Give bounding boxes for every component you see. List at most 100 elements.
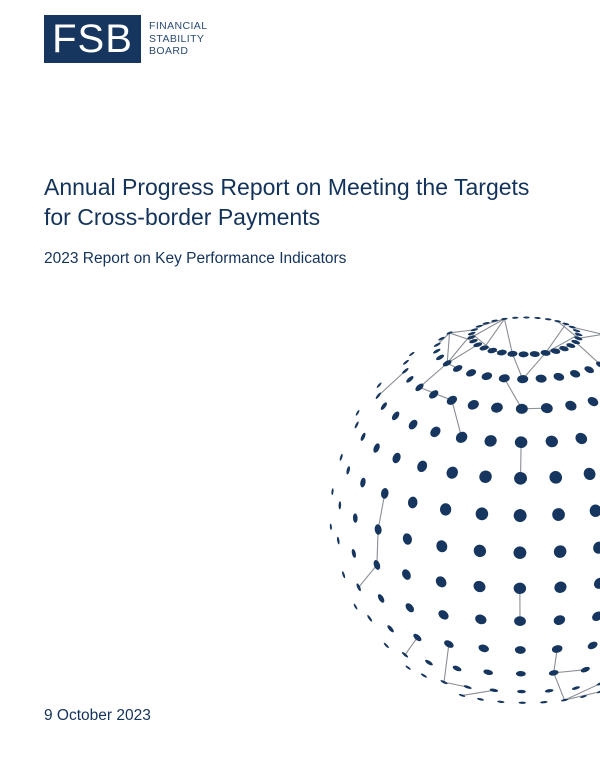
network-node-dot [352,513,358,523]
network-node-dot [463,685,472,689]
network-node-dot [574,332,583,337]
network-node-dot [429,390,439,399]
logo-line-2: STABILITY [149,32,205,45]
network-link [376,529,379,565]
network-node-dot [570,370,581,378]
network-node-dot [403,359,409,365]
network-node-dot [353,603,358,610]
network-node-dot [544,689,554,693]
network-node-dot [381,488,389,499]
network-node-dot [513,509,527,523]
network-node-dot [380,402,387,410]
network-node-dot [596,681,600,686]
network-link [557,320,579,339]
network-node-dot [420,673,427,678]
network-node-dot [444,640,454,648]
network-node-dot [548,670,559,676]
network-node-dot [360,432,366,441]
network-node-dot [402,533,412,545]
network-node-dot [545,435,558,448]
network-node-dot [436,354,445,361]
network-node-dot [497,700,505,703]
network-node-dot [452,665,462,672]
network-node-dot [470,328,479,332]
network-node-dot [562,322,570,326]
network-node-dot [552,508,565,521]
logo-abbr: FSB [52,17,133,61]
network-link [553,672,566,701]
network-node-dot [475,507,489,521]
network-link [461,689,495,696]
network-link [575,341,600,365]
network-node-dot [374,524,382,535]
network-node-dot [479,470,492,483]
network-node-dot [484,435,497,447]
network-node-dot [592,611,600,622]
network-node-dot [553,545,567,558]
network-node-dot [329,523,332,530]
network-link [449,329,475,334]
network-link [545,323,567,354]
network-node-dot [439,503,452,516]
network-node-dot [401,652,409,658]
network-node-dot [446,395,458,405]
network-link [471,318,505,338]
network-node-dot [511,316,519,319]
network-node-dot [515,403,528,414]
network-node-dot [473,580,486,593]
logo-line-3: BOARD [149,45,189,58]
network-link [572,326,600,335]
network-link [404,637,418,656]
network-node-dot [436,540,448,553]
network-node-dot [475,324,483,328]
report-title-line-2: for Cross-border Payments [44,204,321,230]
network-node-dot [540,701,548,704]
network-link [449,332,474,342]
network-node-dot [360,477,366,488]
network-node-dot [596,690,600,694]
network-node-dot [477,697,484,701]
report-subtitle: 2023 Report on Key Performance Indicator… [44,250,347,267]
network-link [553,648,558,673]
network-node-dot [408,419,418,430]
network-link [503,318,513,354]
network-node-dot [458,693,466,697]
network-link [446,344,479,364]
network-node-dot [553,372,565,381]
network-node-dot [446,331,453,335]
logo-abbr-box: FSB [44,15,141,63]
logo-line-1: FINANCIAL [149,20,208,33]
network-node-dot [587,396,599,407]
network-node-dot [331,488,334,496]
network-node-dot [377,594,385,603]
network-node-dot [523,316,530,319]
network-node-dot [392,452,401,464]
network-node-dot [544,318,552,321]
network-node-dot [553,615,566,625]
network-node-dot [515,670,526,677]
network-node-dot [529,351,540,357]
network-node-dot [473,342,483,348]
network-node-dot [402,569,411,580]
network-node-dot [518,351,529,358]
network-node-dot [383,642,389,649]
network-node-dot [452,365,463,372]
network-link [377,493,386,530]
network-node-dot [467,335,476,340]
network-node-dot [473,544,487,558]
network-node-dot [355,410,360,416]
network-link [479,318,505,327]
report-date: 9 October 2023 [44,707,151,724]
network-node-dot [551,645,563,653]
network-node-dot [549,471,563,484]
network-node-dot [467,399,479,410]
network-node-dot [535,374,547,383]
network-node-dot [482,321,490,325]
network-node-dot [413,633,422,642]
network-node-dot [478,644,489,653]
network-node-dot [589,504,600,518]
network-node-dot [402,368,409,374]
network-node-dot [373,560,381,570]
network-link [503,378,523,410]
network-node-dot [568,325,576,329]
